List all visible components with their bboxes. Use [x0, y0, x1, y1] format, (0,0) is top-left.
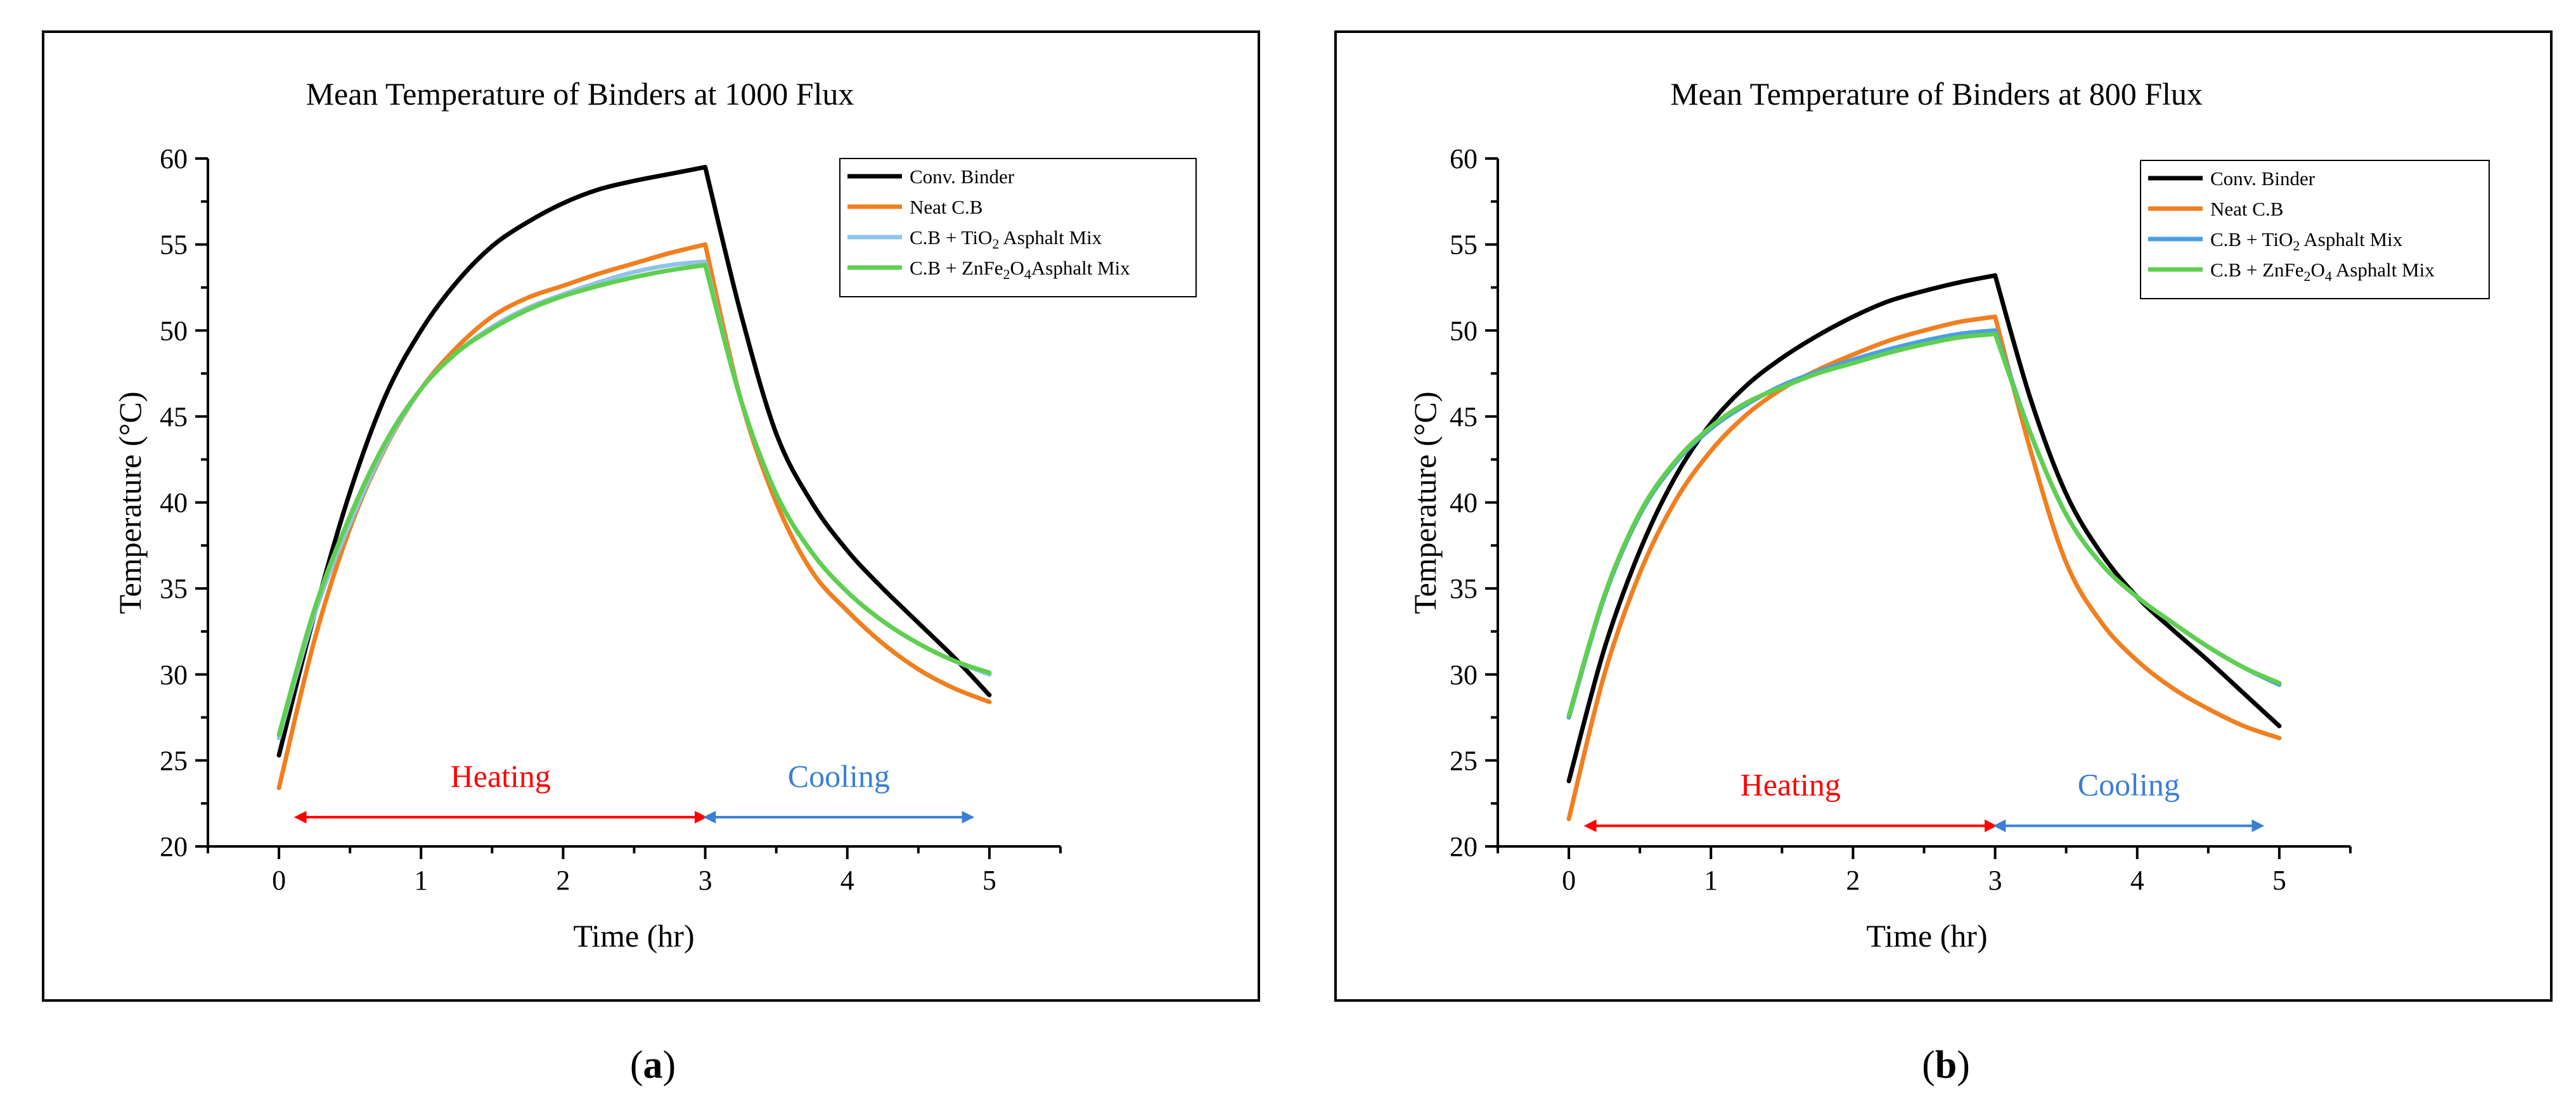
x-tick-label: 0 [272, 865, 286, 896]
x-tick-label: 2 [556, 865, 570, 896]
legend-label: C.B + ZnFe2O4Asphalt Mix [910, 257, 1130, 282]
cooling-label: Cooling [788, 758, 890, 794]
cooling-label: Cooling [2078, 767, 2180, 802]
legend-label: Conv. Binder [910, 165, 1015, 188]
y-tick-label: 35 [1450, 573, 1478, 604]
series-line [276, 262, 992, 737]
y-tick-label: 35 [160, 573, 188, 604]
x-tick-label: 3 [699, 865, 712, 896]
x-tick-label: 1 [414, 865, 428, 896]
series-line [1566, 273, 2282, 784]
panel-label-open: ( [1922, 1044, 1935, 1087]
y-axis-label: Temperature (°C) [1407, 391, 1443, 614]
y-axis-label: Temperature (°C) [112, 391, 148, 614]
series-group [1566, 273, 2282, 822]
y-tick-label: 20 [1450, 831, 1478, 862]
panel-label-a: (a) [630, 1044, 676, 1087]
subscript: 2 [2293, 238, 2300, 254]
y-tick-label: 25 [160, 745, 188, 776]
text-run: O [1010, 257, 1024, 279]
y-tick-label: 60 [1450, 143, 1478, 174]
series-line [1566, 332, 2282, 718]
y-tick-label: 60 [160, 143, 188, 174]
y-tick-label: 55 [1450, 230, 1478, 261]
heating-label: Heating [1741, 767, 1841, 802]
x-axis-label: Time (hr) [573, 918, 694, 954]
text-run: Asphalt Mix [1031, 257, 1130, 279]
x-tick-label: 4 [2130, 865, 2144, 896]
legend-label: C.B + TiO2 Asphalt Mix [910, 226, 1102, 252]
text-run: Asphalt Mix [2332, 259, 2435, 281]
y-tick-label: 40 [1450, 488, 1478, 519]
legend-label: C.B + ZnFe2O4 Asphalt Mix [2210, 259, 2435, 284]
text-run: Neat C.B [910, 196, 982, 218]
y-tick-label: 55 [160, 230, 188, 261]
subscript: 4 [1024, 266, 1031, 282]
subscript: 2 [1003, 266, 1010, 282]
text-run: C.B + ZnFe [2210, 259, 2304, 281]
legend-label: Neat C.B [910, 196, 982, 218]
x-tick-label: 3 [1988, 865, 2002, 896]
y-tick-label: 40 [160, 488, 188, 519]
panel-a: Mean Temperature of Binders at 1000 Flux… [42, 30, 1260, 1002]
annotation-group: Heating Cooling [1583, 767, 2265, 832]
y-tick-label: 30 [1450, 659, 1478, 690]
heating-label: Heating [451, 758, 551, 794]
text-run: C.B + TiO [2210, 228, 2293, 250]
y-tick-label: 45 [160, 401, 188, 432]
series-group [276, 165, 992, 791]
panel-label-letter: a [643, 1044, 663, 1087]
text-run: C.B + ZnFe [910, 257, 1003, 279]
y-tick-label: 50 [1450, 315, 1478, 346]
subscript: 2 [992, 236, 999, 252]
panel-label-open: ( [630, 1044, 643, 1087]
x-tick-label: 4 [840, 865, 854, 896]
annotation-group: Heating Cooling [293, 758, 975, 824]
text-run: Conv. Binder [2210, 167, 2315, 190]
text-run: C.B + TiO [910, 226, 992, 249]
text-run: Asphalt Mix [2300, 228, 2402, 250]
panel-label-letter: b [1935, 1044, 1957, 1087]
text-run: Asphalt Mix [999, 226, 1102, 249]
legend-label: Conv. Binder [2210, 167, 2315, 190]
x-tick-label: 5 [2272, 865, 2286, 896]
x-axis-label: Time (hr) [1866, 918, 1987, 954]
panel-label-close: ) [1957, 1044, 1970, 1087]
x-tick-label: 1 [1704, 865, 1718, 896]
series-line [1566, 314, 2282, 822]
chart-title: Mean Temperature of Binders at 800 Flux [1670, 76, 2203, 112]
subscript: 2 [2304, 268, 2311, 284]
y-tick-label: 30 [160, 659, 188, 690]
y-tick-label: 20 [160, 831, 188, 862]
text-run: Neat C.B [2210, 198, 2283, 220]
legend-label: Neat C.B [2210, 198, 2283, 220]
y-tick-label: 45 [1450, 401, 1478, 432]
legend-label: C.B + TiO2 Asphalt Mix [2210, 228, 2403, 254]
text-run: O [2311, 259, 2325, 281]
panel-label-close: ) [663, 1044, 676, 1087]
panel-b: Mean Temperature of Binders at 800 Flux … [1334, 30, 2553, 1002]
x-tick-label: 2 [1846, 865, 1860, 896]
text-run: Conv. Binder [910, 165, 1015, 188]
y-tick-label: 25 [1450, 745, 1478, 776]
chart-title: Mean Temperature of Binders at 1000 Flux [306, 76, 854, 112]
panel-label-b: (b) [1922, 1044, 1970, 1087]
legend-box [839, 158, 1197, 297]
x-tick-label: 5 [982, 865, 996, 896]
x-tick-label: 0 [1562, 865, 1576, 896]
legend-box [2140, 160, 2490, 299]
y-tick-label: 50 [160, 315, 188, 346]
subscript: 4 [2325, 268, 2332, 284]
